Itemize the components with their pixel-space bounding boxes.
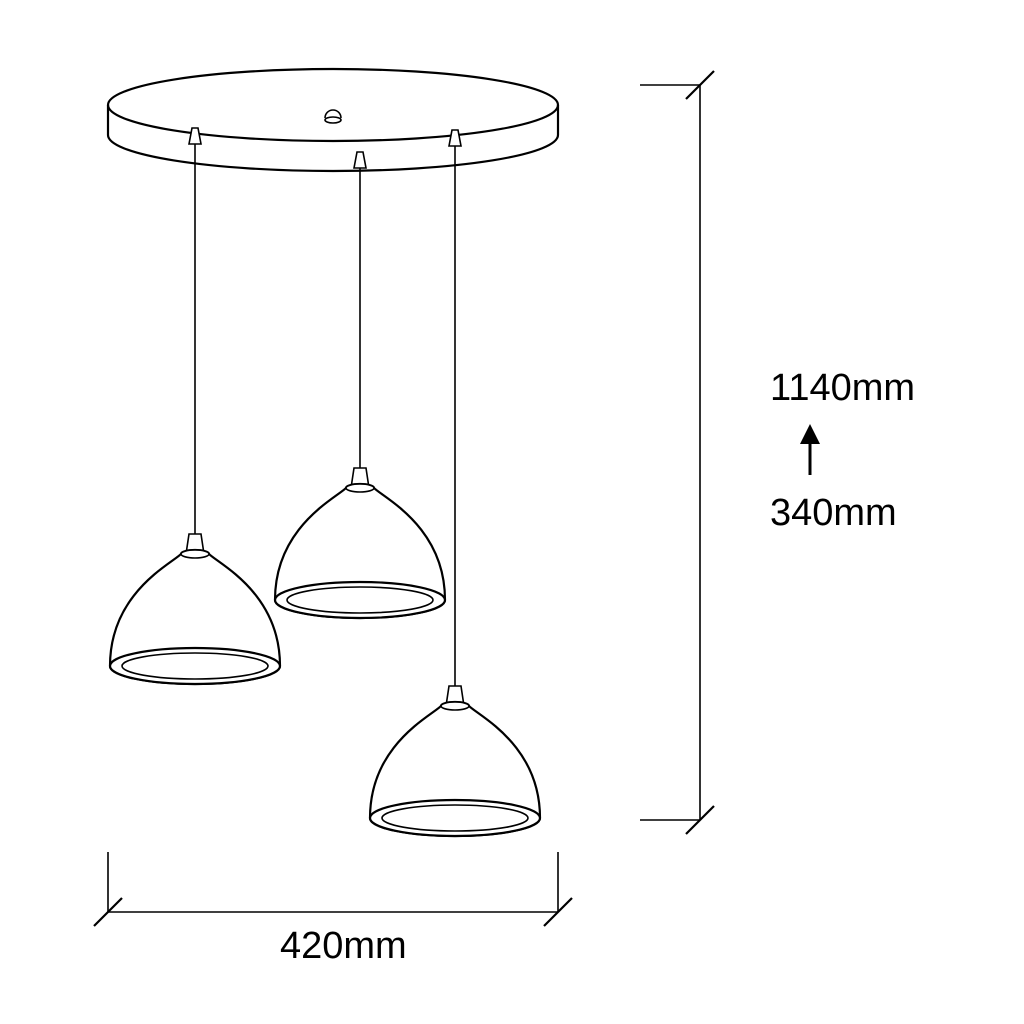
pendant-mid (275, 152, 445, 618)
height-max-label: 1140mm (770, 367, 915, 409)
height-min-label: 340mm (770, 492, 897, 534)
dimension-height: 1140mm 340mm (640, 71, 915, 834)
pendant-left (110, 128, 280, 684)
pendant-right (370, 130, 540, 836)
width-label: 420mm (280, 925, 407, 967)
dimension-width: 420mm (94, 852, 572, 967)
canopy (108, 69, 558, 171)
